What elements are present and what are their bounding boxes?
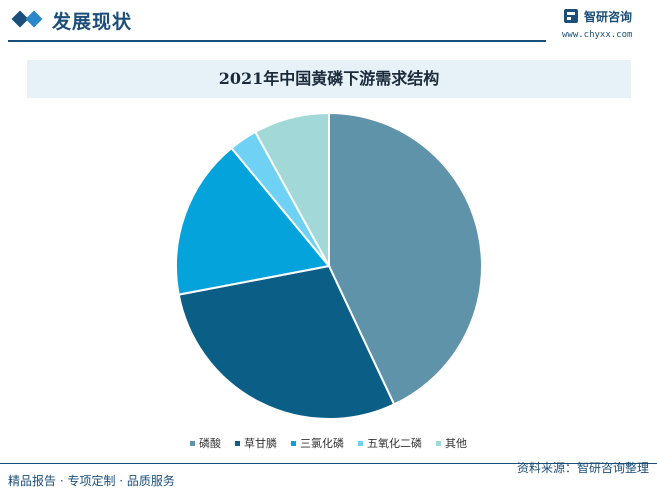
chyxx-logo-icon [564,9,578,23]
legend-label: 其他 [445,437,467,450]
legend-label: 五氧化二磷 [367,437,422,450]
pie-slice-4 [253,111,330,267]
legend-label: 磷酸 [199,437,221,450]
legend-item-2: 三氯化磷 [291,435,344,451]
pie-slice-0 [328,111,483,406]
pie-slice-2 [175,146,331,296]
footer-divider [0,463,657,464]
chart-title-band: 2021年中国黄磷下游需求结构 [27,60,631,98]
chart-legend: 磷酸 草甘膦 三氯化磷 五氧化二磷 其他 [0,435,657,451]
legend-label: 三氯化磷 [300,437,344,450]
legend-label: 草甘膦 [244,437,277,450]
legend-item-1: 草甘膦 [235,435,277,451]
header-bar: 发展现状 智研咨询 www.chyxx.com [0,0,657,44]
brand-name: 智研咨询 [584,10,633,24]
footer-tagline: 精品报告 · 专项定制 · 品质服务 [8,474,175,488]
legend-item-4: 其他 [436,435,467,451]
legend-swatch [436,440,441,446]
chart-title: 2021年中国黄磷下游需求结构 [218,69,440,88]
section-title: 发展现状 [52,11,133,33]
legend-swatch [235,440,240,446]
legend-item-3: 五氧化二磷 [358,435,422,451]
header-divider [8,40,546,42]
legend-item-0: 磷酸 [190,435,221,451]
brand-url: www.chyxx.com [562,30,633,40]
legend-swatch [291,440,296,446]
source-note: 资料来源：智研咨询整理 [516,461,649,475]
pie-slice-1 [177,264,396,420]
legend-swatch [358,440,363,446]
pie-chart [175,111,483,420]
legend-swatch [190,440,195,446]
